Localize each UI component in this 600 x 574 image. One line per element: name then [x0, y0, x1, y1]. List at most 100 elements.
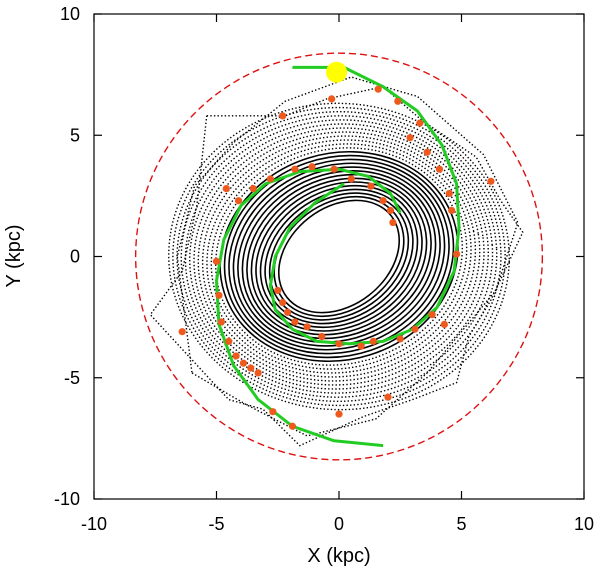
data-point — [440, 320, 448, 328]
data-point — [303, 323, 311, 331]
orbit-trace — [210, 143, 468, 370]
outer-circle-layer — [134, 52, 544, 461]
data-point — [423, 148, 431, 156]
data-point — [357, 342, 365, 350]
data-point — [291, 165, 299, 173]
data-point — [406, 134, 414, 142]
data-point — [249, 185, 257, 193]
orbit-trace — [197, 131, 481, 382]
data-point — [367, 182, 375, 190]
y-tick-label: 0 — [70, 247, 80, 267]
orbit-trace — [180, 115, 498, 398]
data-point — [279, 112, 287, 120]
orbit-trace — [264, 188, 414, 325]
data-point — [222, 185, 230, 193]
orbit-trace — [228, 158, 450, 355]
data-point — [232, 352, 240, 360]
outer-dashed-circle — [134, 52, 544, 461]
ticks-layer: -10 -5 0 5 10 -10 -5 0 5 10 — [54, 4, 594, 534]
data-point — [335, 410, 343, 418]
orbit-trace — [241, 170, 437, 343]
orbit-trace — [149, 85, 524, 447]
orbit-trace — [273, 195, 405, 318]
data-point — [369, 337, 377, 345]
sun-marker — [326, 61, 348, 83]
y-tick-label: -10 — [54, 489, 80, 509]
orbit-trace — [259, 184, 419, 329]
orbit-trace — [168, 102, 510, 411]
data-point — [428, 311, 436, 319]
x-tick-label: 0 — [334, 514, 344, 534]
data-point — [212, 257, 221, 265]
data-point — [435, 165, 444, 173]
data-point — [448, 206, 456, 215]
x-axis-label: X (kpc) — [307, 545, 370, 567]
data-point — [389, 218, 397, 227]
y-axis-label: Y (kpc) — [3, 225, 25, 288]
data-point — [279, 298, 287, 307]
data-point — [411, 325, 419, 333]
data-point — [239, 359, 248, 367]
data-point — [288, 422, 297, 430]
orbit-trace — [277, 199, 401, 314]
orbit-trace — [206, 139, 472, 374]
orbit-trace — [201, 135, 477, 378]
spiral-arm-1 — [268, 65, 461, 346]
plot-frame — [93, 13, 585, 500]
data-point — [335, 340, 343, 348]
data-point — [234, 197, 243, 205]
markers-layer — [178, 85, 495, 430]
sun-layer — [326, 61, 348, 83]
data-point — [283, 308, 292, 316]
y-tick-label: 10 — [60, 4, 80, 24]
x-tick-label: 5 — [456, 514, 466, 534]
orbit-trace — [172, 106, 506, 407]
data-point — [254, 369, 262, 377]
orbit-trace — [246, 173, 432, 340]
spiral-arm-2 — [215, 167, 402, 448]
data-point — [374, 85, 382, 93]
data-point — [225, 337, 233, 345]
data-point — [453, 250, 461, 258]
orbit-trace — [189, 123, 489, 390]
orbit-trace — [255, 181, 423, 332]
x-tick-label: -5 — [208, 514, 224, 534]
orbit-trace — [250, 177, 428, 336]
data-point — [347, 175, 355, 183]
data-point — [328, 95, 336, 103]
data-point — [274, 286, 282, 295]
orbit-trace — [184, 119, 494, 394]
data-point — [384, 393, 392, 401]
data-point — [416, 119, 424, 127]
data-point — [318, 332, 326, 341]
orbit-trace — [176, 76, 519, 437]
orbit-trace — [237, 166, 441, 347]
orbit-trace — [223, 154, 455, 359]
data-point — [394, 97, 402, 105]
y-tick-label: -5 — [64, 368, 80, 388]
x-tick-label: 10 — [574, 514, 594, 534]
data-point — [178, 328, 186, 336]
orbit-trace — [268, 192, 410, 321]
spiral-arms-layer — [215, 65, 461, 448]
data-point — [487, 177, 495, 185]
data-point — [330, 165, 338, 173]
data-point — [396, 335, 404, 343]
data-point — [445, 189, 453, 198]
data-point — [247, 364, 255, 372]
orbit-trace — [193, 127, 485, 386]
data-point — [215, 291, 223, 299]
data-point — [266, 175, 274, 183]
data-point — [386, 206, 395, 215]
x-tick-label: -10 — [81, 514, 107, 534]
data-point — [217, 318, 225, 326]
orbit-trace — [176, 110, 502, 403]
orbit-trace — [219, 150, 459, 363]
orbit-traces — [149, 76, 524, 447]
data-point — [379, 197, 387, 205]
data-point — [291, 318, 299, 326]
orbit-trace — [215, 147, 463, 366]
data-point — [269, 408, 277, 416]
data-point — [308, 163, 316, 171]
